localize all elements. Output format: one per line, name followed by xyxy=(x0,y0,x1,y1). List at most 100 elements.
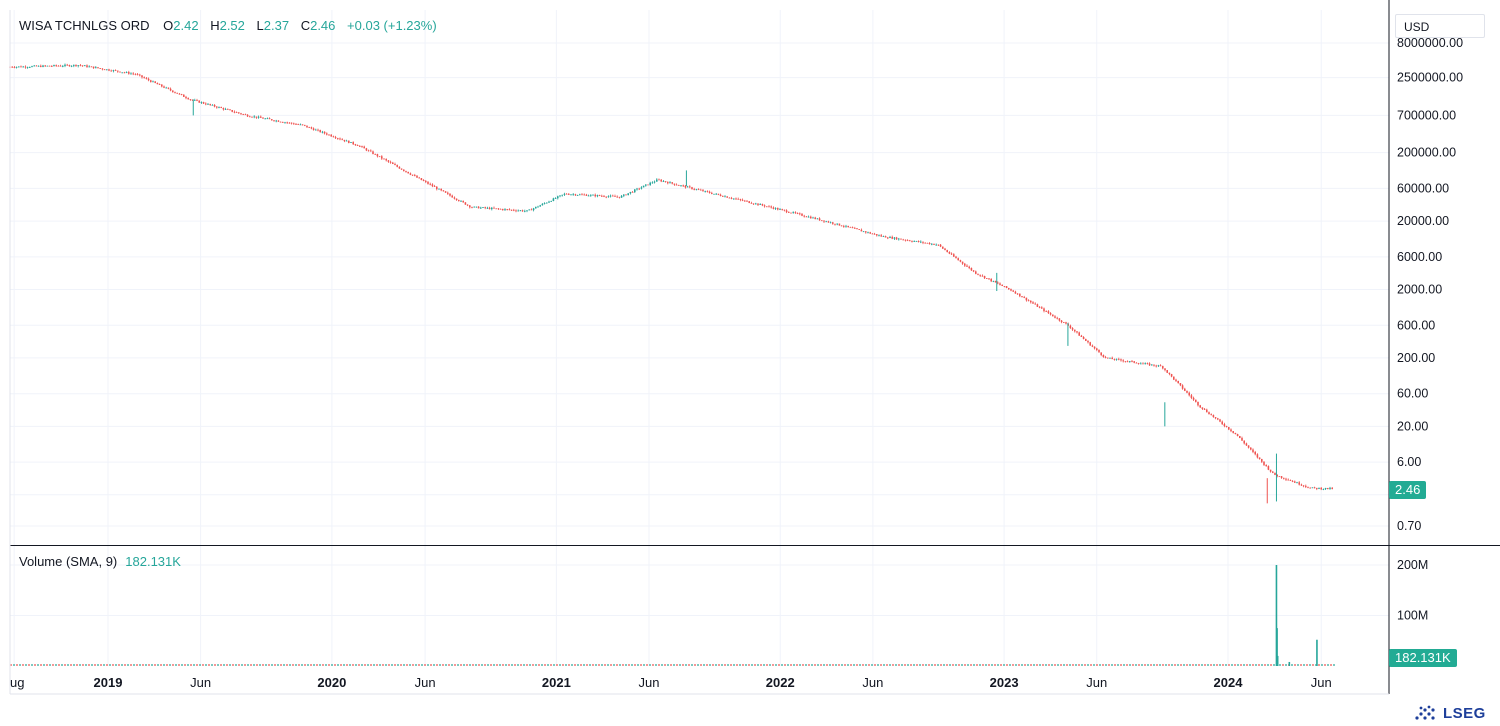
price-candle xyxy=(1331,487,1333,489)
price-candle xyxy=(1239,435,1241,438)
price-candle xyxy=(106,69,108,71)
price-candle xyxy=(948,252,951,254)
price-candle xyxy=(1217,418,1219,420)
price-candle xyxy=(37,65,40,67)
price-candle xyxy=(1005,286,1008,289)
volume-bar xyxy=(271,664,273,666)
price-candle xyxy=(704,190,706,192)
price-candle xyxy=(33,65,35,67)
volume-bar xyxy=(1138,664,1140,666)
volume-bar xyxy=(220,664,222,666)
price-candle xyxy=(1043,308,1045,312)
volume-bar xyxy=(562,664,564,666)
price-candle xyxy=(101,68,104,70)
price-candle xyxy=(867,232,869,234)
volume-bar xyxy=(103,664,105,666)
price-candle xyxy=(937,244,940,246)
price-candle xyxy=(581,194,583,196)
volume-bar xyxy=(559,664,561,666)
currency-selector[interactable]: USD xyxy=(1395,14,1485,38)
volume-bar xyxy=(883,664,885,666)
volume-bar xyxy=(298,664,300,666)
volume-bar xyxy=(1186,664,1188,666)
volume-bar xyxy=(979,664,981,666)
price-candle xyxy=(363,146,365,149)
price-candle xyxy=(1234,432,1237,435)
price-tick-label: 0.70 xyxy=(1397,519,1421,533)
price-candle xyxy=(926,242,929,244)
price-candle xyxy=(662,181,665,183)
volume-bar xyxy=(1324,664,1326,666)
price-candle xyxy=(873,233,876,235)
price-candle xyxy=(1140,363,1142,365)
price-candle xyxy=(1056,317,1058,319)
price-candle xyxy=(1008,288,1010,290)
price-candle xyxy=(979,274,981,276)
volume-bar xyxy=(22,664,24,666)
price-candle xyxy=(801,213,803,216)
price-candle xyxy=(227,109,229,110)
price-candle xyxy=(1212,414,1215,418)
volume-bar xyxy=(202,664,204,666)
price-candle xyxy=(156,82,159,85)
volume-bar xyxy=(238,664,240,666)
volume-bar xyxy=(1210,664,1212,666)
volume-bar xyxy=(1192,664,1194,666)
volume-bar xyxy=(490,664,492,666)
price-candle xyxy=(1162,366,1164,369)
volume-bar xyxy=(682,664,684,666)
price-candle xyxy=(57,65,60,67)
price-candle xyxy=(1184,388,1186,391)
volume-bar xyxy=(1015,664,1017,666)
price-candle xyxy=(1133,361,1135,363)
price-candle xyxy=(1181,385,1184,389)
volume-bar xyxy=(1255,664,1257,666)
volume-bar xyxy=(805,664,807,666)
volume-bar xyxy=(700,664,702,666)
volume-bar xyxy=(832,664,834,666)
volume-bar xyxy=(673,664,675,666)
price-candle xyxy=(869,232,871,234)
volume-bar xyxy=(910,664,912,666)
volume-bar xyxy=(91,664,93,666)
price-candle xyxy=(882,236,885,238)
volume-bar xyxy=(901,664,903,666)
price-candle xyxy=(141,75,143,78)
volume-bar xyxy=(310,664,312,666)
price-candle xyxy=(552,198,555,201)
price-candle xyxy=(409,173,412,175)
price-candle xyxy=(887,237,889,239)
volume-bar xyxy=(250,664,252,666)
volume-bar xyxy=(1003,664,1005,666)
price-candle xyxy=(711,192,713,194)
volume-bar xyxy=(55,664,57,666)
price-candle xyxy=(504,209,506,210)
volume-bar xyxy=(349,664,351,666)
volume-bar xyxy=(844,664,846,666)
time-tick-label: Jun xyxy=(639,675,660,690)
price-candle xyxy=(297,124,299,126)
price-candle xyxy=(585,194,588,196)
price-candle xyxy=(656,179,658,182)
price-candle xyxy=(125,72,128,73)
volume-bar xyxy=(613,664,615,666)
volume-bar xyxy=(571,664,573,666)
price-candle xyxy=(1045,311,1047,312)
price-candle xyxy=(810,216,812,219)
price-candle xyxy=(988,278,990,280)
price-candle xyxy=(686,186,689,188)
volume-bar xyxy=(457,664,459,666)
price-candle xyxy=(495,208,497,210)
price-candle xyxy=(319,130,321,133)
volume-bar xyxy=(1279,664,1281,666)
price-candle xyxy=(1115,358,1118,360)
price-candle xyxy=(112,70,115,72)
volume-bar xyxy=(1123,664,1125,666)
price-candle xyxy=(1012,290,1014,292)
price-candle xyxy=(706,190,709,192)
volume-bar xyxy=(580,664,582,666)
volume-bar xyxy=(808,664,810,666)
volume-bar xyxy=(166,664,168,666)
volume-bar xyxy=(937,664,939,666)
